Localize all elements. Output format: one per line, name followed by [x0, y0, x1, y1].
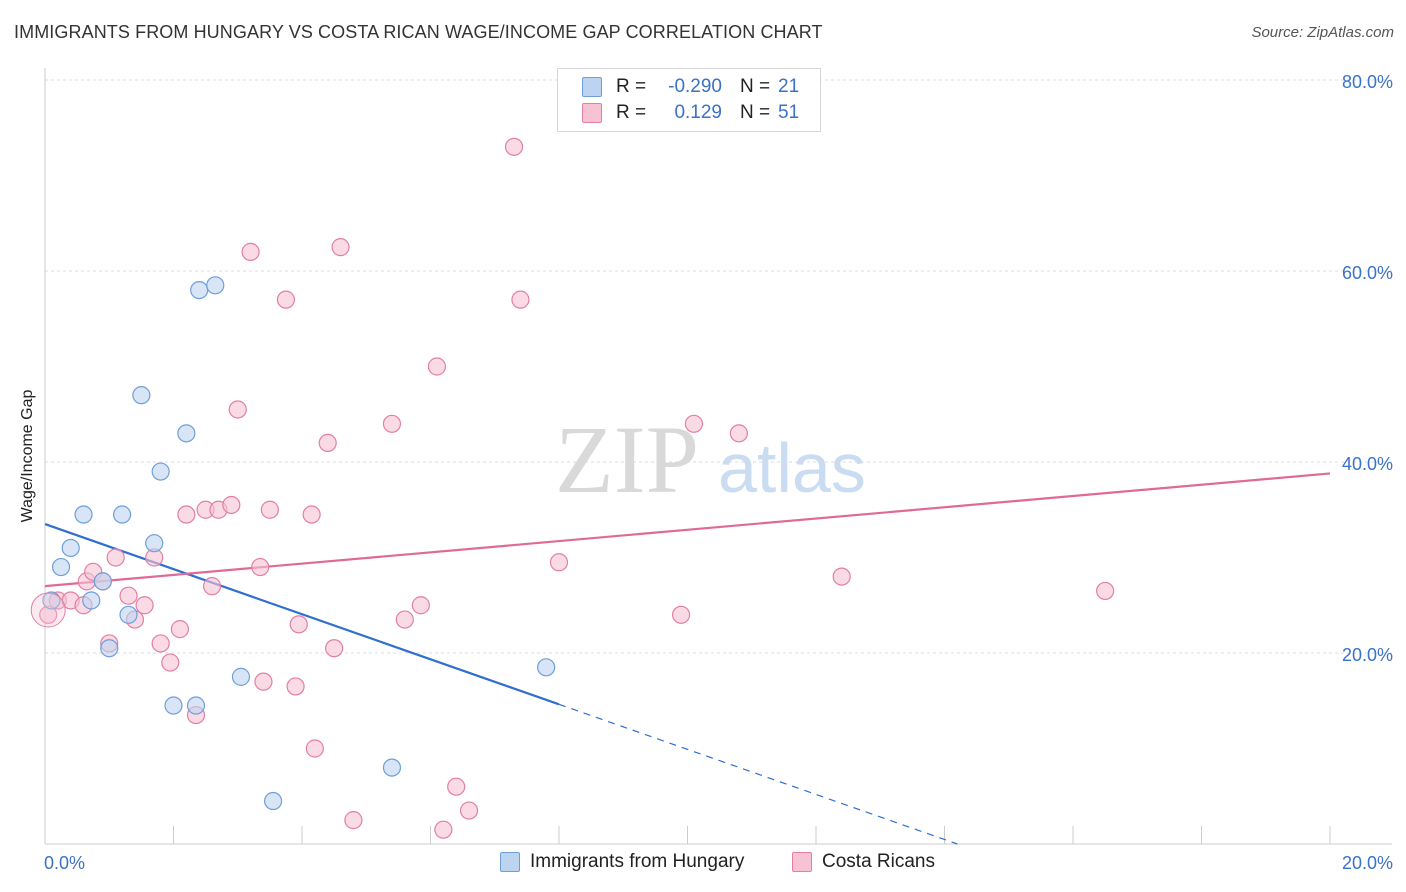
point-costa-rica [289, 615, 308, 634]
source-label: Source: ZipAtlas.com [1251, 24, 1394, 41]
point-costa-rica [135, 596, 154, 615]
point-hungary [74, 505, 93, 524]
point-costa-rica [254, 672, 273, 691]
point-costa-rica [302, 505, 321, 524]
point-costa-rica [729, 424, 749, 443]
point-hungary [186, 696, 206, 715]
r-label: R = [616, 76, 647, 97]
point-hungary [537, 658, 556, 677]
point-hungary [82, 591, 101, 610]
swatch-costa-rica [792, 852, 812, 872]
watermark-zip: ZIP [555, 406, 699, 513]
y-axis-label: Wage/Income Gap [19, 389, 36, 523]
point-costa-rica [305, 739, 324, 758]
x-tick-label-min: 0.0% [44, 853, 85, 873]
legend-row-hungary: R = -0.290 N = 21 [582, 75, 799, 99]
point-costa-rica [151, 634, 170, 653]
point-hungary [164, 696, 183, 715]
point-costa-rica [251, 557, 270, 577]
point-costa-rica [119, 586, 138, 605]
point-costa-rica [318, 433, 337, 452]
point-hungary [93, 572, 112, 591]
point-costa-rica [276, 290, 296, 309]
point-costa-rica [1096, 581, 1115, 601]
point-costa-rica [228, 400, 247, 419]
trend-lines [44, 472, 1331, 845]
point-costa-rica [260, 500, 279, 519]
data-points [30, 137, 1115, 839]
point-costa-rica [286, 677, 305, 696]
point-costa-rica [325, 639, 344, 658]
point-costa-rica [344, 811, 363, 830]
point-hungary [206, 276, 225, 295]
point-costa-rica [241, 242, 260, 261]
legend-label-hungary: Immigrants from Hungary [530, 851, 745, 872]
y-tick-label: 80.0% [1342, 72, 1393, 92]
y-tick-label: 40.0% [1342, 454, 1393, 474]
chart-title: IMMIGRANTS FROM HUNGARY VS COSTA RICAN W… [14, 22, 823, 42]
point-costa-rica [684, 414, 704, 433]
point-hungary [61, 538, 80, 558]
watermark-atlas: atlas [718, 429, 866, 507]
point-hungary [382, 758, 402, 777]
y-tick-label: 60.0% [1342, 263, 1393, 283]
legend-label-costa-rica: Costa Ricans [822, 851, 935, 872]
point-costa-rica [832, 567, 851, 586]
point-costa-rica [202, 577, 222, 596]
point-costa-rica [459, 801, 479, 820]
watermark: ZIP atlas [555, 406, 866, 513]
point-costa-rica [382, 414, 402, 433]
point-hungary [190, 281, 209, 300]
y-tick-label: 20.0% [1342, 645, 1393, 665]
point-hungary [177, 424, 196, 443]
swatch-hungary [500, 852, 520, 872]
point-costa-rica [177, 505, 196, 524]
point-costa-rica [161, 653, 180, 672]
x-tick-label-max: 20.0% [1342, 853, 1393, 873]
point-costa-rica [395, 610, 414, 629]
point-costa-rica [222, 495, 241, 515]
point-hungary [42, 591, 61, 610]
r-label: R = [616, 102, 647, 123]
point-cluster [30, 592, 66, 628]
n-value-hungary: 21 [778, 76, 800, 97]
point-costa-rica [504, 137, 524, 156]
legend-item-costa-rica[interactable]: Costa Ricans [792, 851, 935, 873]
point-costa-rica [106, 548, 125, 567]
axes [44, 68, 1392, 845]
point-costa-rica [511, 290, 530, 309]
point-hungary [100, 639, 119, 658]
trend-line-hungary [44, 523, 560, 706]
r-value-costa-rica: 0.129 [674, 102, 722, 123]
swatch-costa-rica [582, 103, 602, 123]
point-hungary [51, 557, 71, 577]
point-costa-rica [447, 777, 466, 796]
point-hungary [132, 386, 151, 405]
point-costa-rica [671, 605, 691, 624]
n-label: N = [740, 76, 771, 97]
point-costa-rica [427, 357, 447, 376]
correlation-legend: R = -0.290 N = 21 R = 0.129 N = 51 [557, 68, 821, 132]
swatch-hungary [582, 77, 602, 97]
legend-row-costa-rica: R = 0.129 N = 51 [582, 101, 799, 125]
point-costa-rica [331, 238, 350, 257]
gridlines [45, 79, 1392, 654]
trend-line-hungary-extrapolated [558, 703, 958, 845]
point-hungary [119, 605, 138, 624]
tick-labels: 20.0% 40.0% 60.0% 80.0% 0.0% 20.0% [44, 72, 1393, 873]
r-value-hungary: -0.290 [668, 76, 722, 97]
n-label: N = [740, 102, 771, 123]
point-costa-rica [170, 620, 190, 639]
point-hungary [151, 462, 170, 481]
point-hungary [112, 505, 132, 524]
point-costa-rica [434, 820, 453, 839]
point-costa-rica [549, 553, 569, 572]
point-costa-rica [411, 596, 430, 615]
point-hungary [231, 667, 251, 686]
point-hungary [263, 791, 283, 811]
legend-item-hungary[interactable]: Immigrants from Hungary [500, 851, 744, 873]
n-value-costa-rica: 51 [778, 102, 800, 123]
point-hungary [145, 534, 164, 553]
